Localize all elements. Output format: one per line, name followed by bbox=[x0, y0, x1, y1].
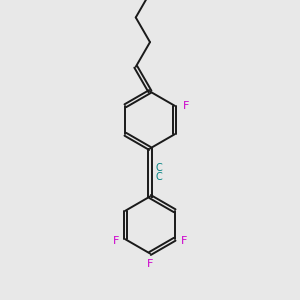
Text: F: F bbox=[183, 101, 189, 111]
Text: F: F bbox=[147, 259, 153, 269]
Text: F: F bbox=[181, 236, 188, 246]
Text: F: F bbox=[112, 236, 119, 246]
Text: C: C bbox=[155, 163, 162, 173]
Text: C: C bbox=[155, 172, 162, 182]
